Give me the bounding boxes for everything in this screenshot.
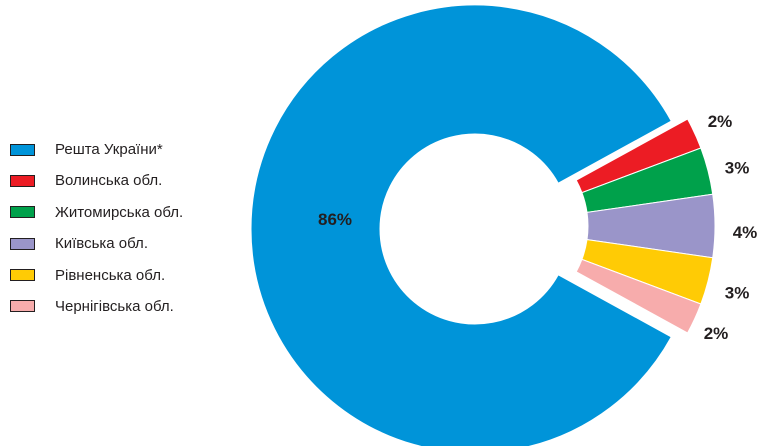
legend-item-rivne: Рівненська обл.	[10, 268, 183, 283]
data-label-rest-of-ukraine: 86%	[318, 210, 352, 229]
data-label-zhytomyr: 3%	[725, 158, 750, 177]
legend-label-rivne: Рівненська обл.	[55, 266, 166, 284]
legend-item-kyiv: Київська обл.	[10, 236, 183, 251]
legend-label-kyiv: Київська обл.	[55, 235, 148, 253]
legend-swatch-volyn	[10, 174, 35, 187]
legend-label-chernihiv: Чернігівська обл.	[55, 297, 174, 315]
chart-data-labels: 86% 2% 3% 4% 3% 2%	[318, 112, 757, 343]
legend-swatch-kyiv	[10, 237, 35, 250]
legend-item-volyn: Волинська обл.	[10, 173, 183, 188]
legend-swatch-rest-of-ukraine	[10, 143, 35, 156]
data-label-chernihiv: 2%	[704, 324, 729, 343]
legend-label-rest-of-ukraine: Решта України*	[55, 141, 163, 158]
legend-label-volyn: Волинська обл.	[55, 172, 163, 190]
chart-slices	[250, 4, 716, 446]
legend-item-rest-of-ukraine: Решта України*	[10, 142, 183, 157]
legend-swatch-chernihiv	[10, 300, 35, 313]
slice-rest-of-ukraine	[250, 4, 672, 446]
data-label-volyn: 2%	[708, 112, 733, 131]
legend-item-zhytomyr: Житомирська обл.	[10, 205, 183, 220]
chart-legend: Решта України* Волинська обл. Житомирськ…	[10, 142, 183, 330]
data-label-rivne: 3%	[725, 284, 750, 303]
data-label-kyiv: 4%	[733, 223, 758, 242]
legend-label-zhytomyr: Житомирська обл.	[55, 203, 184, 221]
legend-item-chernihiv: Чернігівська обл.	[10, 299, 183, 314]
legend-swatch-zhytomyr	[10, 206, 35, 219]
legend-swatch-rivne	[10, 269, 35, 282]
slice-chernihiv	[575, 258, 702, 334]
